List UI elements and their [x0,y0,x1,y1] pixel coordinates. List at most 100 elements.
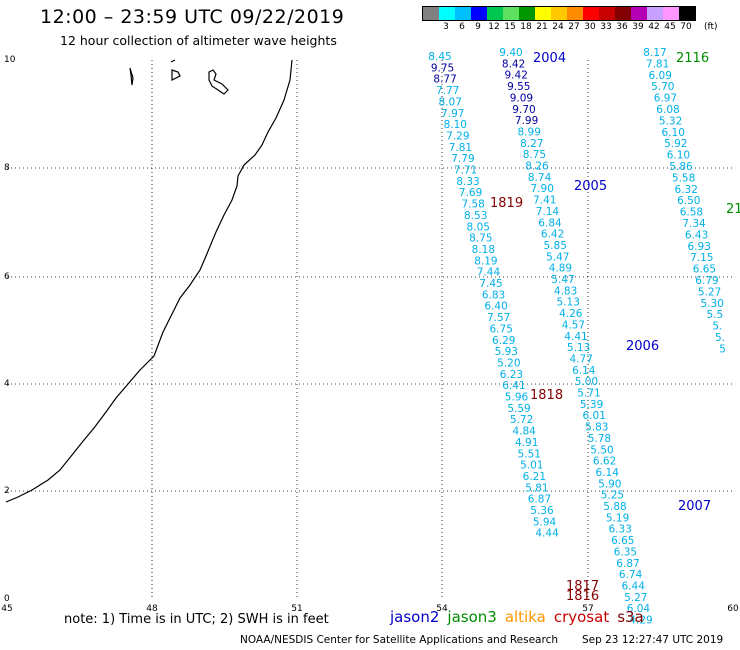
wave-height-value: 5.59 [507,403,530,415]
wave-height-value: 5 [719,343,726,355]
wave-height-value: 8.19 [474,255,497,267]
wave-height-value: 7.57 [487,312,510,324]
x-tick-label: 54 [436,604,448,614]
wave-height-value: 7.77 [436,85,459,97]
wave-height-value: 4.77 [570,353,593,365]
satellite-cryosat: cryosat [553,608,610,626]
wave-height-value: 5.86 [669,161,693,173]
wave-height-value: 6.10 [667,150,690,162]
legend-swatch [615,7,631,20]
legend-swatch [647,7,663,20]
wave-height-value: 4.44 [535,528,559,540]
wave-height-value: 6.65 [693,264,716,276]
legend-labels: 3 6 9 12 15 18 21 24 27 30 33 36 39 42 45 70 [422,22,740,36]
wave-height-value: 4.29 [629,615,652,627]
wave-height-value: 5.88 [603,501,626,513]
footer-timestamp: Sep 23 12:27:47 UTC 2019 [582,634,724,646]
legend-swatch [423,7,439,20]
track-time-label: 21 [726,202,740,217]
wave-height-value: 9.42 [505,70,528,82]
axis-labels: 45 48 51 54 57 60 0 2 4 6 8 10 [1,55,739,614]
wave-height-value: 7.90 [531,183,554,195]
track-time-label: 2007 [678,499,711,514]
wave-height-value: 8.42 [502,58,525,70]
wave-height-value: 7.71 [454,165,477,177]
track-t2: 9.408.429.429.559.099.707.998.998.278.75… [499,47,652,627]
wave-height-value: 5.90 [598,478,621,490]
wave-height-value: 6.44 [622,580,646,592]
legend-swatch [535,7,551,20]
y-tick-label: 6 [4,272,10,282]
wave-height-value: 5.78 [588,433,611,445]
wave-height-value: 8.27 [520,138,543,150]
wave-height-value: 6.79 [695,275,718,287]
wave-height-value: 5.5 [706,309,723,321]
wave-height-value: 6.10 [662,127,685,139]
wave-height-value: 6.23 [500,369,523,381]
wave-height-value: 7.97 [441,108,464,120]
island-1 [129,67,134,86]
wave-height-value: 4.26 [559,308,583,320]
wave-height-value: 5.27 [624,592,647,604]
wave-height-value: 6.14 [572,365,596,377]
island-2 [170,59,181,81]
wave-height-value: 5.85 [544,240,567,252]
track-time-label: 1816 [566,589,599,604]
footer-note: note: 1) Time is in UTC; 2) SWH is in fe… [64,612,329,627]
wave-height-value: 7.58 [461,199,484,211]
wave-height-value: 9.55 [507,81,530,93]
wave-height-value: 6.14 [596,467,620,479]
wave-height-value: 5.25 [601,490,624,502]
wave-height-value: 7.69 [459,187,482,199]
x-tick-label: 48 [146,604,158,614]
wave-height-value: 8.74 [528,172,552,184]
satellite-key: jason2 jason3 altika cryosat s3a [390,608,652,626]
x-tick-label: 45 [1,604,12,614]
wave-height-value: 5.30 [701,298,724,310]
wave-height-value: 7.14 [536,206,560,218]
wave-height-value: 6.04 [627,603,651,615]
wave-height-value: 6.50 [677,195,700,207]
wave-height-value: 6.84 [538,217,562,229]
page-subtitle: 12 hour collection of altimeter wave hei… [60,33,337,48]
y-tick-label: 0 [4,594,10,604]
wave-height-value: 5.92 [664,138,687,150]
wave-height-value: 7.34 [682,218,706,230]
wave-height-value: 6.42 [541,229,564,241]
legend-swatch [631,7,647,20]
footer-credit: NOAA/NESDIS Center for Satellite Applica… [240,634,558,646]
wave-height-value: 7.44 [477,267,501,279]
wave-height-value: 8.75 [469,233,492,245]
legend-swatch [503,7,519,20]
wave-height-value: 4.84 [512,426,536,438]
satellite-altika: altika [504,608,546,626]
wave-height-value: 5.32 [659,115,682,127]
track-time-label: 2004 [533,51,566,66]
wave-height-value: 6.93 [688,241,711,253]
page-title: 12:00 – 23:59 UTC 09/22/2019 [40,6,345,28]
wave-height-value: 9.70 [512,104,535,116]
legend-swatch [599,7,615,20]
satellite-jason3: jason3 [447,608,497,626]
wave-height-value: 6.35 [614,546,637,558]
legend-swatch [679,7,695,20]
wave-height-value: 6.40 [484,301,507,313]
legend-label: 3 [443,22,449,32]
legend-label: 27 [568,22,580,32]
legend-label: 15 [504,22,516,32]
legend-swatch [583,7,599,20]
wave-height-value: 6.09 [649,70,672,82]
legend-swatch [471,7,487,20]
wave-height-value: 7.29 [446,130,469,142]
wave-height-value: 6.75 [490,323,513,335]
legend-label: 9 [475,22,481,32]
wave-height-value: 5.71 [577,388,600,400]
wave-height-value: 5.47 [551,274,574,286]
y-tick-label: 2 [4,486,10,496]
wave-height-value: 5.51 [518,448,541,460]
altimeter-tracks: 8.459.758.777.778.077.978.107.297.817.79… [428,47,726,627]
wave-height-value: 5.83 [585,422,608,434]
legend-swatch [455,7,471,20]
wave-height-value: 4.89 [549,263,572,275]
